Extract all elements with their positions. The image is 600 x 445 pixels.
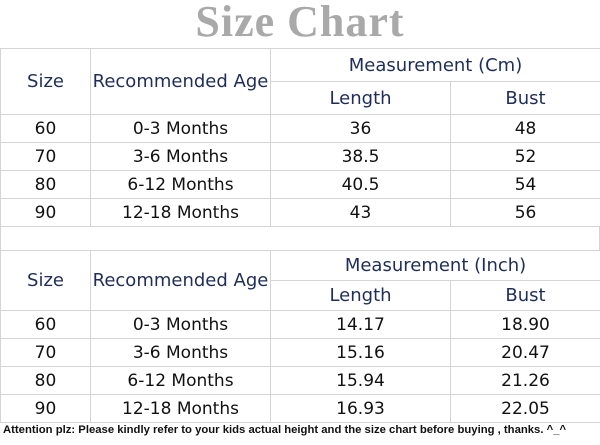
cell: 80 bbox=[0, 170, 91, 199]
header-row: Length Bust bbox=[1, 280, 600, 311]
title: Size Chart bbox=[195, 0, 405, 46]
data-row: 60 0-3 Months 14.17 18.90 bbox=[0, 310, 600, 339]
header-row: Size Recommended Age Measurement (Inch) bbox=[0, 250, 600, 311]
cell: 22.05 bbox=[450, 394, 600, 423]
cell: 12-18 Months bbox=[90, 394, 271, 423]
cell: 6-12 Months bbox=[90, 170, 271, 199]
cell: 54 bbox=[449, 170, 600, 199]
cell: 15.16 bbox=[270, 338, 451, 367]
header-row: Length Bust bbox=[1, 81, 600, 115]
column-header: Size bbox=[0, 48, 91, 115]
cell: 60 bbox=[0, 114, 91, 143]
data-row: 80 6-12 Months 15.94 21.26 bbox=[0, 366, 600, 395]
cell: 21.26 bbox=[450, 366, 600, 395]
cell: 40.5 bbox=[270, 170, 451, 199]
column-header: Bust bbox=[450, 280, 600, 311]
cell: 3-6 Months bbox=[90, 338, 271, 367]
column-header: Length bbox=[270, 81, 451, 115]
data-row: 90 12-18 Months 16.93 22.05 bbox=[0, 394, 600, 423]
cell: 90 bbox=[0, 198, 91, 227]
data-row: 80 6-12 Months 40.5 54 bbox=[0, 170, 600, 199]
cell: 0-3 Months bbox=[90, 310, 271, 339]
cell: 6-12 Months bbox=[90, 366, 271, 395]
size-table: Size Recommended Age Measurement (Inch) Len… bbox=[0, 250, 600, 423]
size-table: Size Recommended Age Measurement (Cm) Lengt… bbox=[0, 48, 600, 227]
spacer bbox=[0, 226, 600, 250]
data-row: 60 0-3 Months 36 48 bbox=[0, 114, 600, 143]
cell: 16.93 bbox=[270, 394, 451, 423]
data-row: 70 3-6 Months 15.16 20.47 bbox=[0, 338, 600, 367]
cell: 43 bbox=[270, 198, 451, 227]
group-header: Measurement (Cm) bbox=[269, 48, 600, 82]
cell: 80 bbox=[0, 366, 91, 395]
group-header: Measurement (Inch) bbox=[270, 250, 600, 281]
cell: 12-18 Months bbox=[90, 198, 271, 227]
column-header: Bust bbox=[449, 81, 600, 115]
cell: 60 bbox=[0, 310, 91, 339]
cell: 90 bbox=[0, 394, 91, 423]
cell: 38.5 bbox=[270, 142, 451, 171]
column-header: Recommended Age bbox=[90, 250, 271, 311]
cell: 70 bbox=[0, 338, 91, 367]
cell: 52 bbox=[449, 142, 600, 171]
cell: 15.94 bbox=[270, 366, 451, 395]
cell: 18.90 bbox=[450, 310, 600, 339]
data-row: 70 3-6 Months 38.5 52 bbox=[0, 142, 600, 171]
header-row: Size Recommended Age Measurement (Cm) bbox=[0, 48, 600, 115]
footer-note: Attention plz: Please kindly refer to yo… bbox=[3, 424, 567, 436]
cell: 36 bbox=[270, 114, 451, 143]
column-header: Recommended Age bbox=[90, 48, 271, 115]
data-row: 90 12-18 Months 43 56 bbox=[0, 198, 600, 227]
cell: 48 bbox=[449, 114, 600, 143]
column-header: Size bbox=[0, 250, 91, 311]
cell: 56 bbox=[449, 198, 600, 227]
column-header: Length bbox=[270, 280, 451, 311]
cell: 0-3 Months bbox=[90, 114, 271, 143]
cell: 14.17 bbox=[270, 310, 451, 339]
cell: 70 bbox=[0, 142, 91, 171]
cell: 20.47 bbox=[450, 338, 600, 367]
cell: 3-6 Months bbox=[90, 142, 271, 171]
